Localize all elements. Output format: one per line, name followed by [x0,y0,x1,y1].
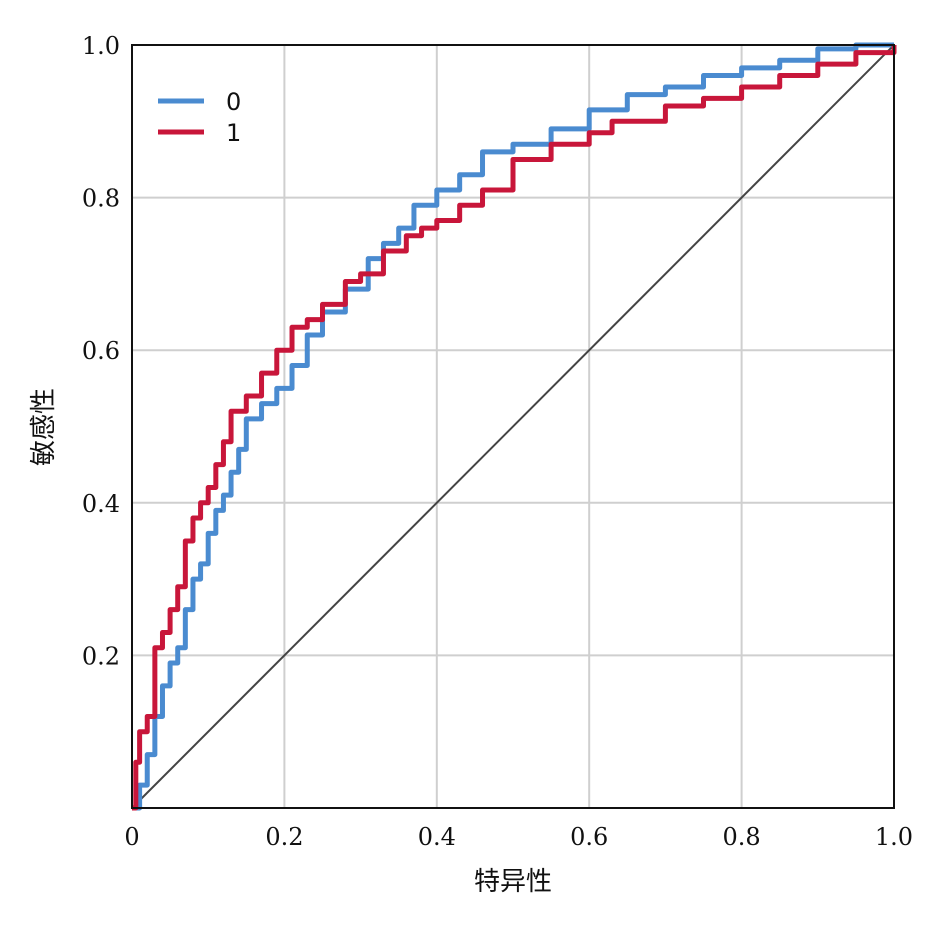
x-tick-label: 0 [124,823,139,851]
legend-label-1: 1 [226,119,241,147]
series-line-1 [132,45,897,811]
x-tick-label: 0.8 [723,823,761,851]
x-tick-label: 1.0 [875,823,913,851]
x-tick-labels: 0 0.2 0.4 0.6 0.8 1.0 [124,823,913,851]
y-axis-title: 敏感性 [29,388,59,466]
y-tick-labels: 0.2 0.4 0.6 0.8 1.0 [82,32,120,670]
x-tick-label: 0.2 [265,823,303,851]
y-tick-label: 0.4 [82,490,120,518]
plot-frame [131,44,895,809]
y-tick-label: 0.2 [82,642,120,670]
y-tick-label: 0.8 [82,185,120,213]
reference-diagonal [131,44,895,809]
x-tick-label: 0.4 [418,823,456,851]
series-layer [132,42,897,811]
legend: 01 [158,88,241,147]
legend-label-0: 0 [226,88,241,116]
x-axis-title: 特异性 [474,867,552,897]
series-line-0 [132,42,894,811]
y-tick-label: 0.6 [82,337,120,365]
gridlines [132,45,894,808]
y-tick-label: 1.0 [82,32,120,60]
x-tick-label: 0.6 [570,823,608,851]
